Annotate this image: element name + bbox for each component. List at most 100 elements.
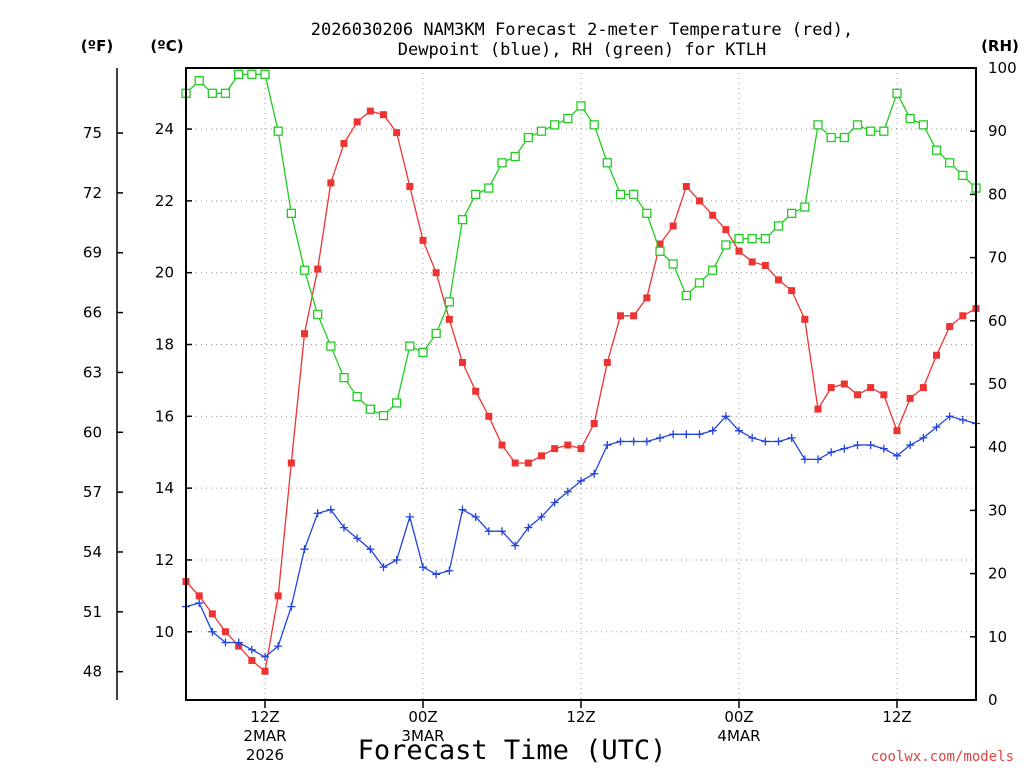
temperature-point [682,183,690,190]
temperature-point [603,358,611,366]
temperature-point [301,330,308,338]
temperature-point [643,294,651,302]
dewpoint-point [669,430,678,439]
rh-point [273,126,283,136]
dewpoint-point [695,430,704,439]
rh-point [392,398,402,408]
rh-point [260,69,270,79]
rh-point [431,328,441,339]
rh-point [642,208,652,219]
dewpoint-point [919,433,928,442]
rh-point [931,145,942,155]
rh-unit-label: (RH) [981,37,1019,55]
temperature-point [933,351,940,359]
dewpoint-point [814,455,822,464]
dewpoint-point [405,512,414,521]
rh-tick-label: 40 [988,438,1007,456]
celsius-unit-label: (ºC) [150,37,183,55]
temperature-point [222,628,229,636]
rh-point [826,132,836,143]
rh-point [484,183,494,193]
dewpoint-point [563,487,572,496]
dewpoint-point [274,642,283,651]
rh-point [194,75,204,86]
rh-point [958,170,968,181]
rh-tick-label: 70 [988,249,1007,267]
fahrenheit-tick-label: 72 [83,184,102,202]
temperature-point [538,452,545,460]
dewpoint-point [748,433,757,442]
celsius-tick-label: 12 [155,551,174,569]
dewpoint-point [656,433,664,442]
dewpoint-point [537,512,546,521]
temperature-point [445,315,453,323]
date-label: 2MAR [243,727,286,745]
dewpoint-point [603,441,612,450]
rh-tick-label: 60 [988,312,1007,330]
rh-point [852,120,863,130]
rh-point [339,373,349,383]
time-tick-label: 12Z [566,708,595,726]
temperature-point [564,441,572,449]
temperature-point [287,459,295,467]
dewpoint-point [366,545,375,554]
temperature-point [722,226,730,234]
temperature-point [775,276,782,284]
temperature-point [432,269,440,277]
rh-point [892,88,902,98]
dewpoint-point [261,652,269,661]
dewpoint-point [735,426,743,435]
rh-point [721,240,731,250]
dewpoint-point [419,563,427,572]
rh-point [747,233,757,244]
rh-point [563,113,573,124]
rh-point [694,278,705,288]
dewpoint-point [840,444,849,453]
fahrenheit-tick-label: 69 [83,244,102,262]
temperature-point [366,107,374,115]
dewpoint-point [379,563,388,572]
rh-point [326,341,336,351]
rh-point [576,101,586,111]
temperature-point [959,312,967,320]
gridlines [186,68,976,700]
rh-point [589,120,599,130]
fahrenheit-tick-label: 60 [83,423,102,441]
rh-point [734,233,744,244]
rh-tick-label: 90 [988,122,1007,140]
celsius-tick-label: 22 [155,192,174,210]
dewpoint-point [524,523,533,532]
dewpoint-point [195,599,204,608]
dewpoint-point [787,433,796,442]
temperature-point [906,394,914,402]
temperature-point [656,240,664,248]
rh-point [550,120,560,130]
fahrenheit-tick-label: 51 [83,603,102,621]
series-layer [181,69,981,675]
dewpoint-point [432,570,441,579]
celsius-tick-label: 24 [155,120,174,138]
temperature-point [617,312,624,320]
dewpoint-point [616,437,625,446]
dewpoint-point [708,426,717,435]
temperature-point [314,265,322,273]
dewpoint-point [958,415,967,424]
rh-point [313,309,323,320]
dewpoint-point [458,505,467,514]
rh-tick-label: 30 [988,501,1007,519]
rh-point [365,404,375,414]
dewpoint-point [511,541,520,550]
x-axis-label: Forecast Time (UTC) [358,735,667,766]
year-label: 2026 [246,746,284,764]
temperature-point [840,380,848,388]
dewpoint-point [761,437,770,446]
dewpoint-point [945,412,954,421]
dewpoint-point [287,602,296,611]
dewpoint-point [498,527,506,536]
dewpoint-point [484,527,493,536]
dewpoint-point [471,512,480,521]
dewpoint-point [247,645,256,654]
dewpoint-point [550,498,559,507]
dewpoint-point [300,545,309,554]
fahrenheit-tick-label: 75 [83,124,102,142]
